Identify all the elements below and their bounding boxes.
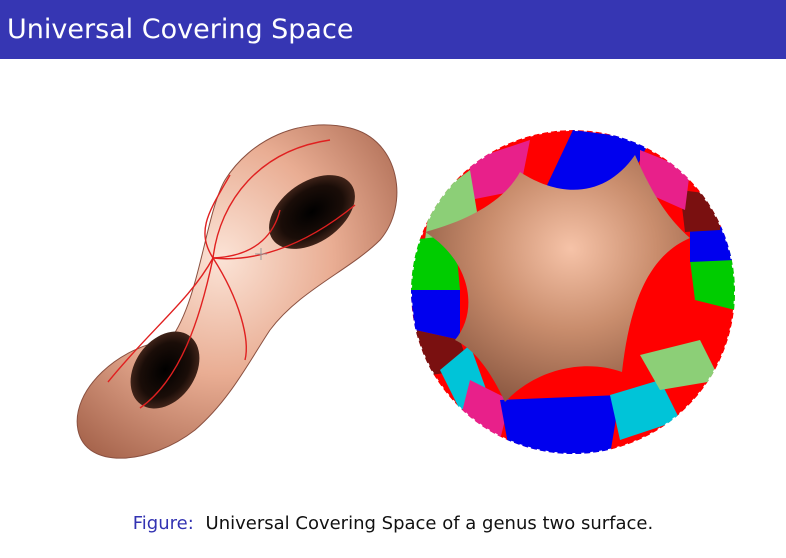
surface-hole-lower: [130, 331, 200, 409]
caption-text: Universal Covering Space of a genus two …: [206, 513, 654, 534]
genus-two-surface: [76, 124, 398, 459]
slide-title: Universal Covering Space: [7, 14, 354, 45]
universal-cover-disk: [411, 130, 735, 454]
title-bar: Universal Covering Space: [0, 0, 786, 59]
svg-text:Figure: Universal Covering: Figure: Universal Covering Space of a ge…: [133, 513, 653, 534]
surface-hole-upper: [269, 175, 355, 249]
caption-label: Figure:: [133, 513, 194, 534]
